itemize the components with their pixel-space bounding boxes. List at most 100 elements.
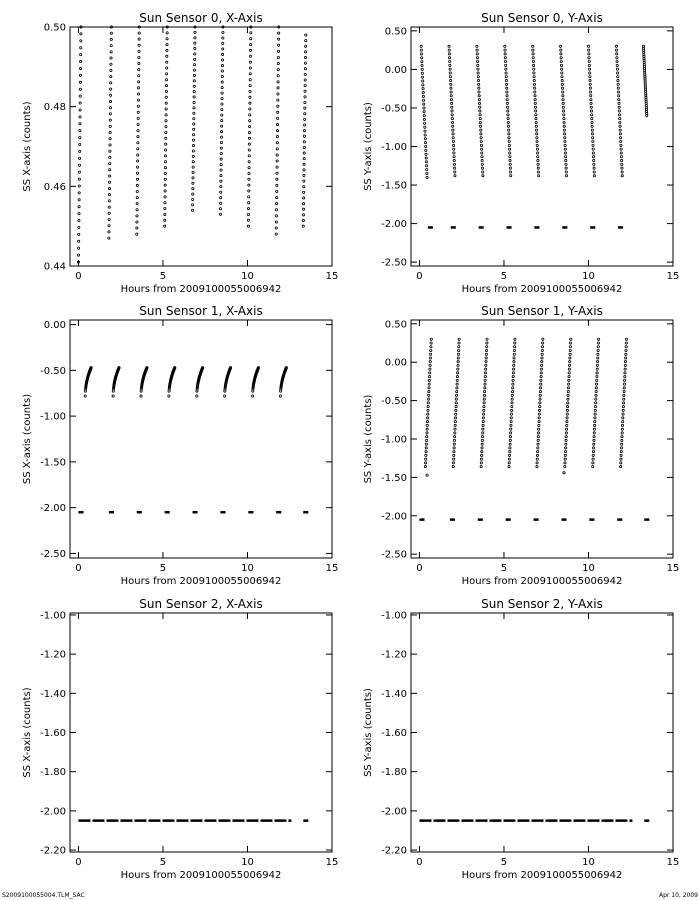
panel-0-point-0-8-34 bbox=[304, 33, 308, 37]
panel-3-point-0-5-19 bbox=[566, 393, 570, 397]
panel-0-point-0-0-22 bbox=[78, 108, 82, 112]
panel-0-point-0-5-15 bbox=[220, 130, 224, 134]
panel-1-point-0-3-32 bbox=[508, 166, 512, 170]
panel-1-point-0-3-26 bbox=[507, 143, 511, 147]
panel-0-point-0-8-17 bbox=[303, 129, 307, 133]
panel-1-point-0-6-34 bbox=[592, 174, 596, 178]
panel-0-point-0-2-15 bbox=[136, 141, 140, 145]
panel-3-point-0-1-31 bbox=[457, 348, 461, 352]
panel-0-point-0-7-22 bbox=[276, 98, 280, 102]
panel-3-point-0-2-11 bbox=[481, 423, 485, 427]
panel-1-point-0-0-20 bbox=[423, 121, 427, 125]
panel-3-point-0-4-6 bbox=[536, 442, 540, 446]
panel-1-point-0-6-7 bbox=[588, 71, 592, 75]
panel-1-point-0-3-31 bbox=[508, 162, 512, 166]
panel-3-point-0-0-34 bbox=[429, 337, 433, 341]
panel-1-point-0-1-1 bbox=[447, 48, 451, 52]
panel-1-ytick-label-4: -0.50 bbox=[381, 103, 407, 114]
panel-1-point-0-7-10 bbox=[616, 82, 620, 86]
panel-1-point-0-5-6 bbox=[560, 67, 564, 71]
panel-3-point-0-6-0 bbox=[591, 465, 595, 469]
panel-1-point-0-0-30 bbox=[424, 160, 428, 164]
panel-3-point-0-1-8 bbox=[453, 435, 457, 439]
panel-3-point-0-2-26 bbox=[484, 367, 488, 371]
panel-3-point-0-4-22 bbox=[539, 382, 543, 386]
panel-0-point-0-1-20 bbox=[108, 112, 112, 116]
panel-3-point-0-6-5 bbox=[592, 446, 596, 450]
panel-0-point-0-5-2 bbox=[219, 201, 223, 205]
panel-2-ytick-label-0: -2.50 bbox=[40, 549, 66, 560]
panel-0-point-0-5-34 bbox=[221, 25, 225, 29]
panel-3-point-0-5-23 bbox=[567, 378, 571, 382]
panel-3-point-0-1-28 bbox=[456, 360, 460, 364]
panel-1-point-0-1-24 bbox=[451, 136, 455, 140]
panel-3-point-0-2-9 bbox=[481, 431, 485, 435]
panel-4-ytick-label-0: -2.20 bbox=[40, 846, 66, 857]
panel-3-point-0-3-18 bbox=[510, 397, 514, 401]
panel-1-point-0-1-14 bbox=[449, 98, 453, 102]
panel-0-point-0-4-14 bbox=[192, 133, 196, 137]
panel-0-point-0-8-14 bbox=[302, 145, 306, 149]
panel-1-point-0-0-12 bbox=[421, 91, 425, 95]
panel-3-point-0-4-34 bbox=[541, 337, 545, 341]
panel-0-point-0-4-18 bbox=[192, 111, 196, 115]
panel-0-point-0-1-14 bbox=[108, 149, 112, 153]
panel-0-point-0-5-16 bbox=[220, 124, 224, 128]
panel-3-point-0-2-17 bbox=[482, 401, 486, 405]
panel-1-point-0-5-32 bbox=[564, 166, 568, 170]
panel-0-point-0-2-25 bbox=[137, 80, 141, 84]
panel-4-title: Sun Sensor 2, X-Axis bbox=[139, 597, 262, 611]
panel-3-point-0-0-3 bbox=[424, 453, 428, 457]
panel-0-point-0-5-29 bbox=[221, 53, 225, 57]
panel-3-point-0-5-6 bbox=[564, 442, 568, 446]
panel-3-frame bbox=[410, 319, 674, 559]
panel-3-point-0-0-21 bbox=[427, 386, 431, 390]
panel-0-point-0-2-24 bbox=[137, 86, 141, 90]
panel-3-point-0-3-24 bbox=[511, 375, 515, 379]
panel-1-point-0-4-13 bbox=[533, 94, 537, 98]
panel-1-point-0-4-4 bbox=[531, 60, 535, 64]
panel-3-point-0-0-30 bbox=[429, 352, 433, 356]
panel-0-point-0-1-26 bbox=[109, 75, 113, 79]
panel-3-point-0-1-25 bbox=[456, 371, 460, 375]
panel-3-ylabel: SS Y-axis (counts) bbox=[363, 394, 374, 483]
panel-1-point-0-6-32 bbox=[592, 166, 596, 170]
panel-3-point-0-3-3 bbox=[508, 453, 512, 457]
panel-1-point-0-0-9 bbox=[421, 79, 425, 83]
panel-0-point-0-8-13 bbox=[302, 151, 306, 155]
panel-3-point-0-2-8 bbox=[481, 435, 485, 439]
panel-1-point-0-0-28 bbox=[424, 152, 428, 156]
panel-1-point-0-5-1 bbox=[559, 48, 563, 52]
panel-0-point-0-3-0 bbox=[163, 224, 167, 228]
panel-3-point-0-3-0 bbox=[507, 465, 511, 469]
panel-0-point-0-2-31 bbox=[137, 43, 141, 47]
panel-1-point-0-7-12 bbox=[616, 90, 620, 94]
panel-0-point-0-0-12 bbox=[77, 177, 81, 181]
panel-1-point-0-1-11 bbox=[449, 86, 453, 90]
panel-1-point-0-7-34 bbox=[620, 174, 624, 178]
panel-3-point-0-7-14 bbox=[621, 412, 625, 416]
panel-1-xlabel: Hours from 2009100055006942 bbox=[462, 284, 623, 295]
panel-0-point-0-2-28 bbox=[137, 62, 141, 66]
panel-0-point-0-7-20 bbox=[276, 110, 280, 114]
panel-0-point-0-6-31 bbox=[249, 43, 253, 47]
panel-3-ytick-label-6: 0.50 bbox=[385, 319, 407, 330]
panel-3-point-0-0-8 bbox=[425, 435, 429, 439]
panel-3-point-0-2-10 bbox=[481, 427, 485, 431]
panel-0-point-0-1-29 bbox=[109, 56, 113, 60]
panel-0-point-0-4-6 bbox=[191, 176, 195, 180]
panel-1-point-0-6-25 bbox=[591, 140, 595, 144]
panel-1-point-0-1-3 bbox=[448, 56, 452, 60]
panel-0-point-0-2-30 bbox=[137, 49, 141, 53]
panel-4-xtick-label-2: 10 bbox=[241, 857, 254, 868]
panel-1-point-0-6-26 bbox=[591, 143, 595, 147]
panel-1-point-0-5-9 bbox=[560, 79, 564, 83]
panel-0-point-0-3-10 bbox=[163, 166, 167, 170]
panel-0-point-0-4-16 bbox=[192, 122, 196, 126]
panel-3-point-0-1-15 bbox=[454, 408, 458, 412]
panel-0-point-0-6-25 bbox=[248, 78, 252, 82]
panel-1-point-0-4-29 bbox=[536, 155, 540, 159]
panel-3-point-0-7-4 bbox=[619, 450, 623, 454]
panel-0-point-0-4-31 bbox=[193, 41, 197, 45]
panel-0-point-0-0-13 bbox=[77, 170, 81, 174]
